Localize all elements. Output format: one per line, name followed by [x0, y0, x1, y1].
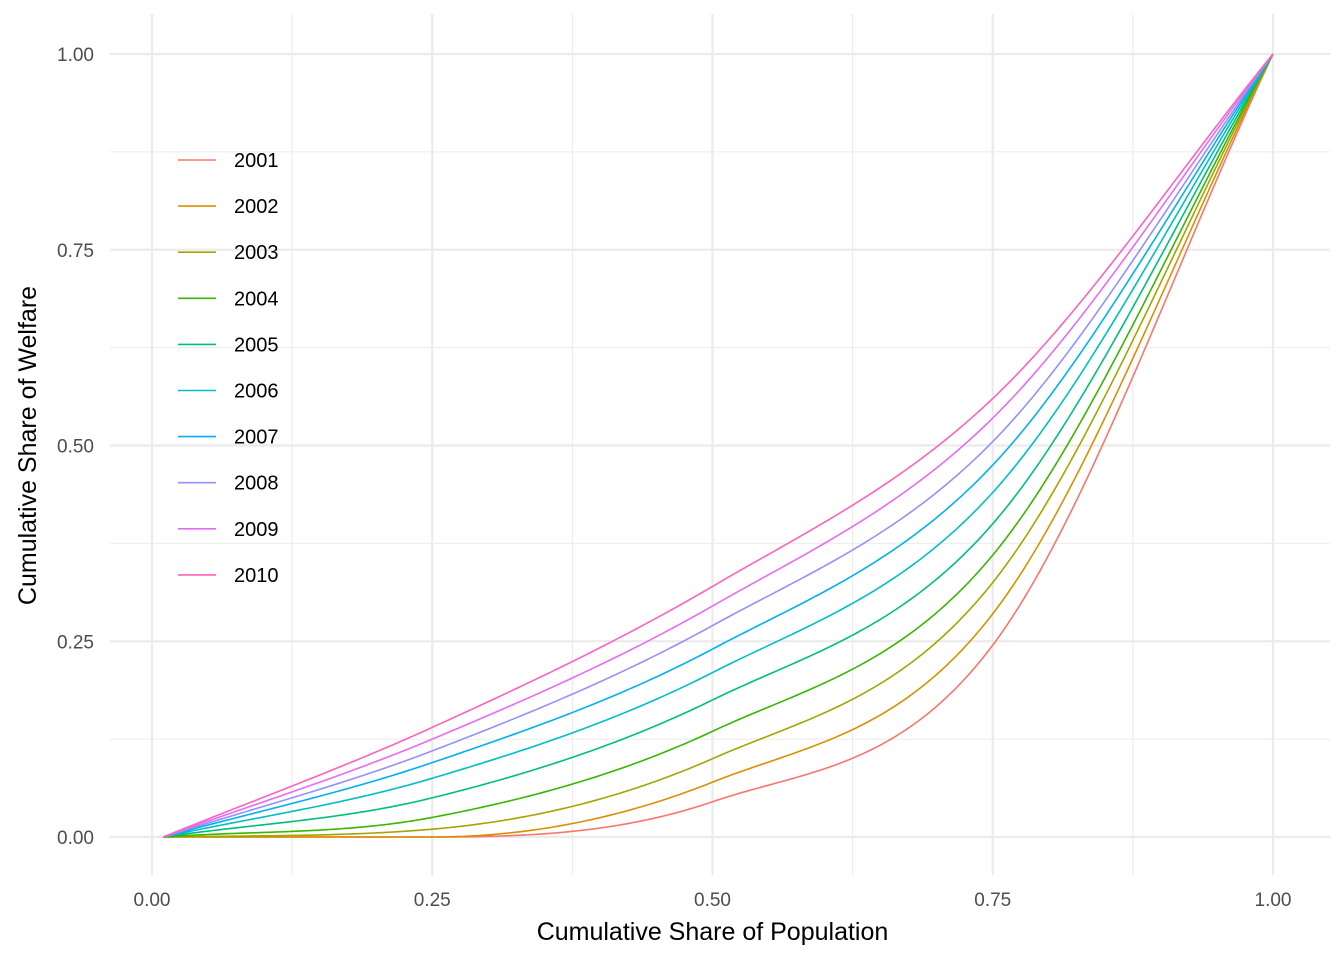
- y-tick-label: 0.00: [57, 828, 94, 849]
- y-axis-ticks: 0.00 0.25 0.50 0.75 1.00: [57, 45, 94, 849]
- series-line-2010: [162, 53, 1274, 838]
- legend-label-2009: 2009: [234, 519, 279, 541]
- series-lines: [162, 53, 1274, 838]
- x-tick-label: 1.00: [1255, 890, 1292, 911]
- x-axis-title: Cumulative Share of Population: [537, 918, 889, 946]
- series-line-2009: [162, 53, 1274, 838]
- series-line-2007: [162, 53, 1274, 838]
- y-tick-label: 0.75: [57, 241, 94, 262]
- legend: 2001 2002 2003 2004 2005 2006 2007 2008 2009 2010: [178, 150, 279, 587]
- legend-label-2003: 2003: [234, 242, 279, 264]
- series-line-2002: [163, 53, 1274, 838]
- y-tick-label: 0.25: [57, 632, 94, 653]
- series-line-2005: [163, 53, 1274, 838]
- legend-label-2005: 2005: [234, 334, 279, 356]
- legend-label-2006: 2006: [234, 381, 279, 403]
- x-tick-label: 0.75: [974, 890, 1011, 911]
- grid: [110, 14, 1330, 875]
- x-tick-label: 0.50: [694, 890, 731, 911]
- y-axis-title: Cumulative Share of Welfare: [14, 286, 42, 605]
- x-tick-label: 0.00: [134, 890, 171, 911]
- series-line-2003: [163, 53, 1274, 838]
- x-axis-ticks: 0.00 0.25 0.50 0.75 1.00: [134, 890, 1292, 911]
- y-tick-label: 0.50: [57, 437, 94, 458]
- series-line-2008: [162, 53, 1274, 838]
- legend-label-2008: 2008: [234, 473, 279, 495]
- y-tick-label: 1.00: [57, 45, 94, 66]
- series-line-2006: [163, 53, 1274, 838]
- legend-label-2001: 2001: [234, 150, 279, 172]
- legend-label-2002: 2002: [234, 196, 279, 218]
- legend-label-2004: 2004: [234, 288, 279, 310]
- x-tick-label: 0.25: [414, 890, 451, 911]
- legend-label-2007: 2007: [234, 427, 279, 449]
- legend-label-2010: 2010: [234, 565, 279, 587]
- series-line-2004: [163, 53, 1274, 838]
